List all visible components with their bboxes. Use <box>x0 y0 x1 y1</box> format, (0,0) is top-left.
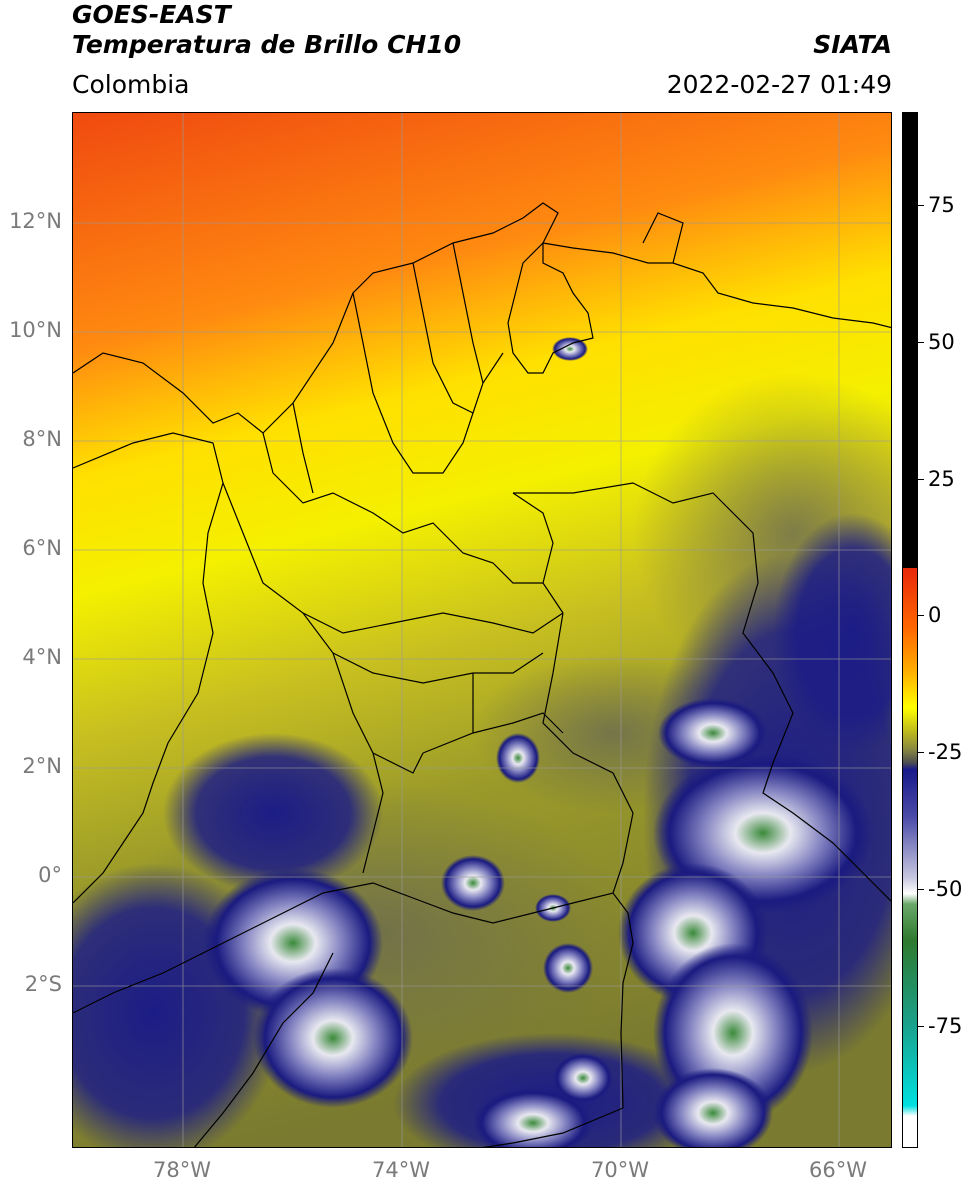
lat-label-0: 0° <box>38 863 62 887</box>
colorbar-tick <box>918 889 924 890</box>
colorbar-label-50: 50 <box>928 330 955 354</box>
colorbar-label-25: 25 <box>928 467 955 491</box>
borders <box>73 202 891 1147</box>
colorbar-tick <box>918 205 924 206</box>
lat-label-10n: 10°N <box>9 318 62 342</box>
region-label: Colombia <box>72 70 190 99</box>
lon-label-74w: 74°W <box>372 1158 430 1182</box>
lon-label-66w: 66°W <box>809 1158 867 1182</box>
lat-label-8n: 8°N <box>22 427 62 451</box>
colorbar-label-minus75: -75 <box>928 1014 963 1038</box>
lon-label-78w: 78°W <box>153 1158 211 1182</box>
colorbar-tick <box>918 342 924 343</box>
colorbar-label-0: 0 <box>928 603 942 627</box>
colorbar-tick <box>918 1026 924 1027</box>
colorbar-tick <box>918 752 924 753</box>
lon-label-70w: 70°W <box>591 1158 649 1182</box>
product-title: Temperatura de Brillo CH10 <box>72 30 462 59</box>
colorbar <box>902 112 918 1148</box>
colorbar-tick <box>918 479 924 480</box>
map-image <box>73 113 891 1147</box>
satellite-map <box>72 112 892 1148</box>
lat-label-2s: 2°S <box>24 972 62 996</box>
datetime-label: 2022-02-27 01:49 <box>666 70 892 99</box>
colorbar-label-75: 75 <box>928 193 955 217</box>
colorbar-label-minus25: -25 <box>928 740 963 764</box>
agency-label: SIATA <box>813 30 892 59</box>
lat-label-6n: 6°N <box>22 536 62 560</box>
lat-label-12n: 12°N <box>9 209 62 233</box>
colorbar-label-minus50: -50 <box>928 877 963 901</box>
colorbar-tick <box>918 615 924 616</box>
lat-label-4n: 4°N <box>22 645 62 669</box>
satellite-title: GOES-EAST <box>72 0 231 29</box>
lat-label-2n: 2°N <box>22 754 62 778</box>
